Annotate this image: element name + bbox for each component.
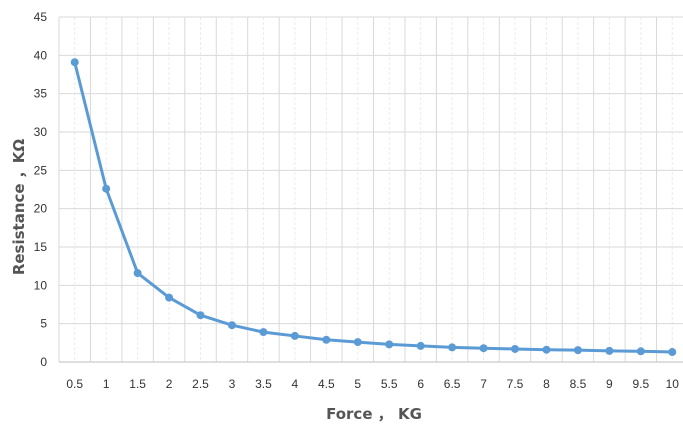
x-tick-label: 10 [666, 377, 680, 391]
x-tick-label: 8.5 [570, 377, 587, 391]
y-tick-label: 5 [40, 317, 47, 331]
y-tick-label: 40 [34, 48, 48, 62]
y-tick-label: 15 [34, 240, 48, 254]
data-point [322, 335, 331, 344]
data-point [165, 293, 174, 302]
x-tick-label: 1 [103, 377, 110, 391]
series-resistance [70, 58, 677, 357]
grid [58, 16, 683, 362]
data-point [479, 344, 488, 353]
x-tick-label: 1.5 [129, 377, 146, 391]
data-point [196, 311, 205, 320]
data-point [227, 321, 236, 330]
x-tick-label: 3.5 [255, 377, 272, 391]
data-point [605, 346, 614, 355]
x-tick-label: 7 [480, 377, 487, 391]
y-axis-title: Resistance ，KΩ [10, 139, 28, 276]
data-point [102, 184, 111, 193]
data-point [511, 344, 520, 353]
y-tick-label: 0 [40, 355, 47, 369]
data-point [353, 338, 362, 347]
y-tick-label: 30 [34, 125, 48, 139]
x-tick-label: 2.5 [192, 377, 209, 391]
x-tick-label: 4.5 [318, 377, 335, 391]
x-tick-label: 6.5 [444, 377, 461, 391]
y-tick-label: 35 [34, 87, 48, 101]
data-point [448, 343, 457, 352]
data-point [385, 340, 394, 349]
y-tick-label: 10 [34, 278, 48, 292]
x-axis-title: Force ， KG [326, 405, 422, 423]
data-point [133, 269, 142, 278]
data-point [290, 331, 299, 340]
x-tick-label: 8 [543, 377, 550, 391]
x-tick-label: 9 [606, 377, 613, 391]
x-tick-label: 5 [354, 377, 361, 391]
y-tick-label: 25 [34, 163, 48, 177]
x-tick-label: 6 [417, 377, 424, 391]
data-point [636, 347, 645, 356]
data-point [259, 328, 268, 337]
series-line [73, 60, 674, 354]
x-tick-label: 4 [292, 377, 299, 391]
data-point [573, 346, 582, 355]
data-point [542, 345, 551, 354]
x-tick-label: 0.5 [66, 377, 83, 391]
tick-labels: 0 5 10 15 20 25 30 35 40 45 0.5 1 1.5 2 2.5 3 3.5 4 4.5 5 5.… [34, 10, 680, 391]
x-tick-label: 7.5 [507, 377, 524, 391]
x-tick-label: 5.5 [381, 377, 398, 391]
data-point [70, 58, 79, 67]
x-tick-label: 3 [229, 377, 236, 391]
x-tick-label: 2 [166, 377, 173, 391]
data-point [416, 341, 425, 350]
y-tick-label: 45 [34, 10, 48, 24]
x-tick-label: 9.5 [632, 377, 649, 391]
data-point [668, 348, 677, 357]
y-tick-label: 20 [34, 202, 48, 216]
